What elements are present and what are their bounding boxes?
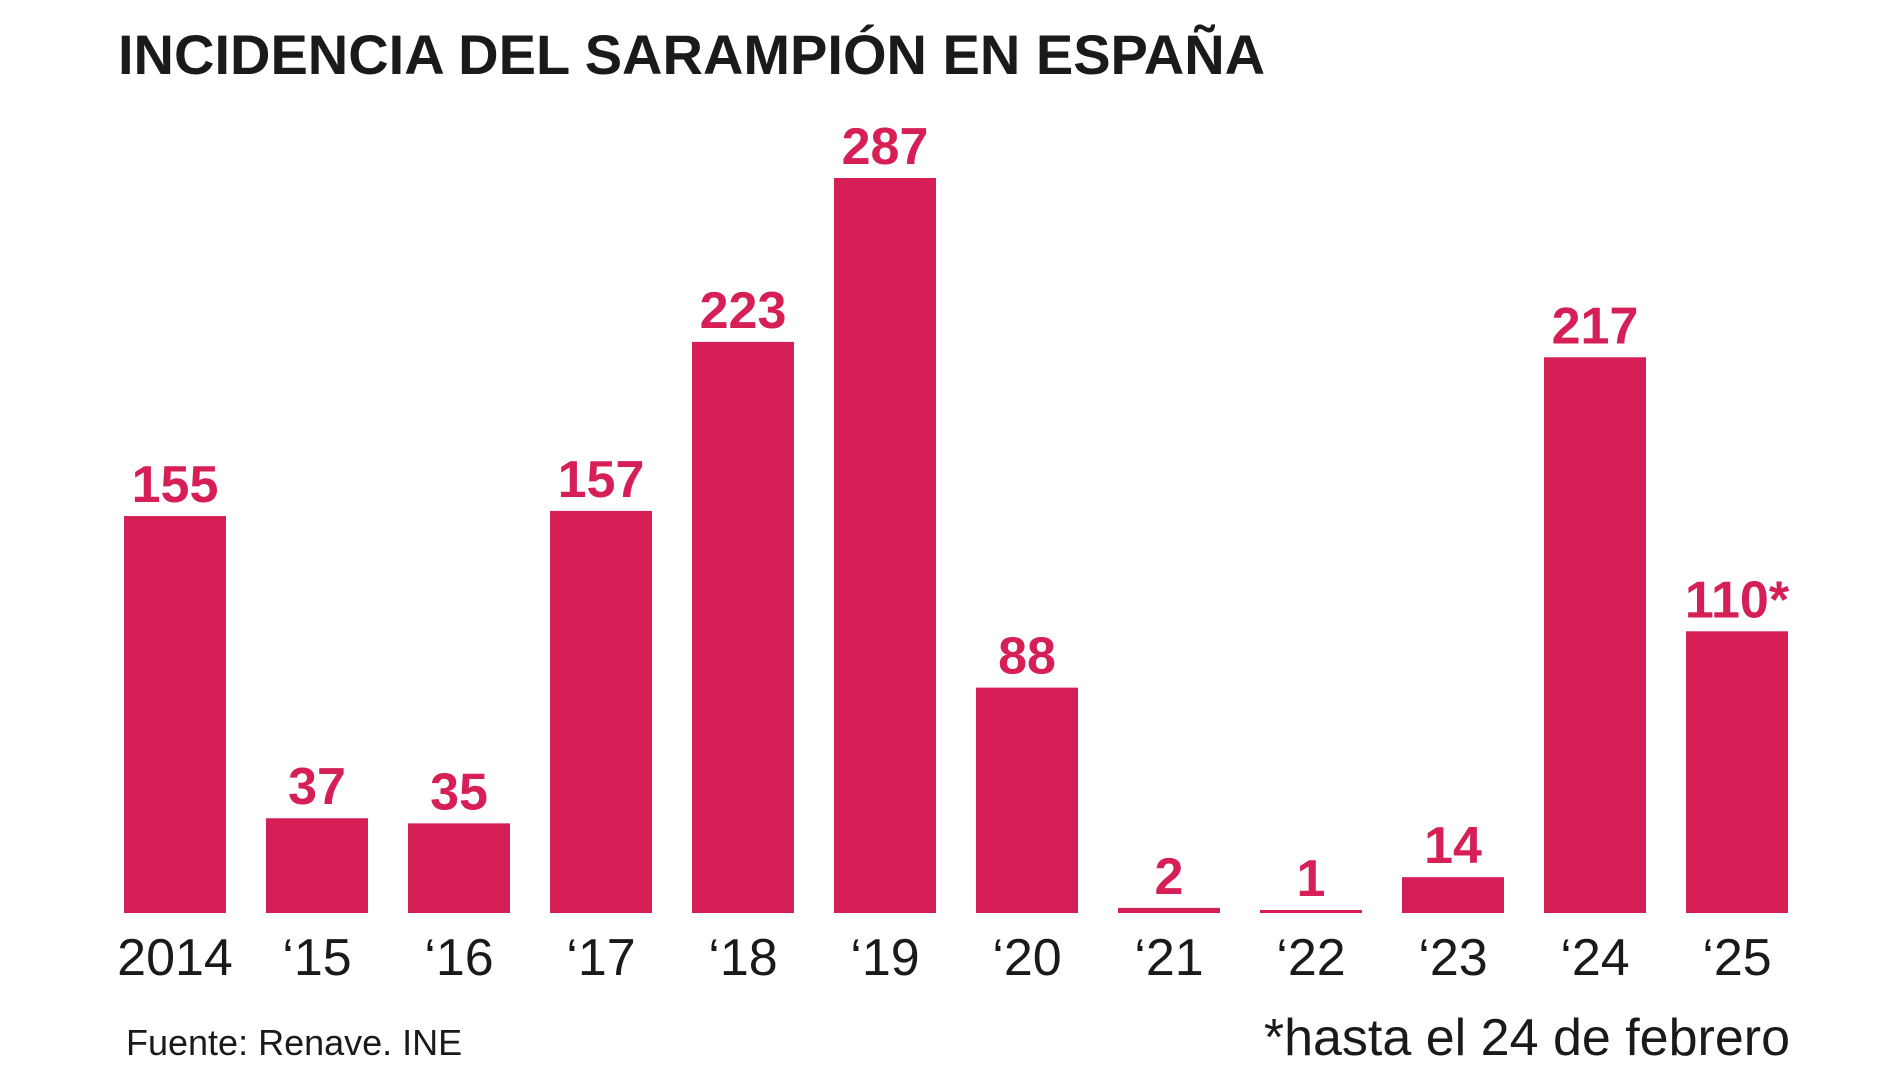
x-tick-labels-group: 2014 ‘15 ‘16 ‘17 ‘18 ‘19 ‘20 ‘21 ‘22 ‘23 ‘24 ‘25: [117, 929, 1772, 987]
bar-8: [1118, 907, 1220, 913]
x-tick-label-2: ‘15: [282, 929, 351, 987]
bar-9: [1260, 910, 1362, 913]
bars-group: [124, 178, 1788, 913]
value-label-6: 287: [842, 118, 929, 176]
bar-5: [692, 341, 794, 913]
x-tick-label-6: ‘19: [850, 929, 919, 987]
value-label-5: 223: [700, 282, 787, 340]
bar-12: [1686, 631, 1788, 913]
bar-2: [266, 818, 368, 913]
value-label-4: 157: [558, 451, 645, 509]
x-tick-label-12: ‘25: [1702, 929, 1771, 987]
value-label-7: 88: [998, 628, 1056, 686]
value-label-9: 1: [1297, 850, 1326, 908]
bar-7: [976, 687, 1078, 913]
x-tick-label-7: ‘20: [992, 929, 1061, 987]
x-tick-label-10: ‘23: [1418, 929, 1487, 987]
bar-1: [124, 516, 226, 913]
bar-4: [550, 510, 652, 913]
x-tick-label-9: ‘22: [1276, 929, 1345, 987]
value-label-11: 217: [1552, 297, 1639, 355]
value-label-10: 14: [1424, 817, 1482, 875]
chart-title: INCIDENCIA DEL SARAMPIÓN EN ESPAÑA: [118, 23, 1265, 86]
value-label-1: 155: [132, 456, 219, 514]
source-note: Fuente: Renave. INE: [126, 1022, 462, 1063]
footnote: *hasta el 24 de febrero: [1264, 1009, 1790, 1067]
value-label-2: 37: [288, 758, 346, 816]
x-tick-label-1: 2014: [117, 929, 233, 987]
x-tick-label-3: ‘16: [424, 929, 493, 987]
bar-11: [1544, 357, 1646, 913]
x-tick-label-4: ‘17: [566, 929, 635, 987]
bar-6: [834, 178, 936, 913]
value-label-3: 35: [430, 763, 488, 821]
value-label-12: 110*: [1685, 571, 1790, 629]
bar-3: [408, 823, 510, 913]
value-label-8: 2: [1155, 848, 1184, 906]
value-labels-group: 155 37 35 157 223 287 88 2 1 14 217 110*: [132, 118, 1790, 908]
x-tick-label-11: ‘24: [1560, 929, 1629, 987]
x-tick-label-8: ‘21: [1134, 929, 1203, 987]
x-tick-label-5: ‘18: [708, 929, 777, 987]
bar-10: [1402, 877, 1504, 913]
